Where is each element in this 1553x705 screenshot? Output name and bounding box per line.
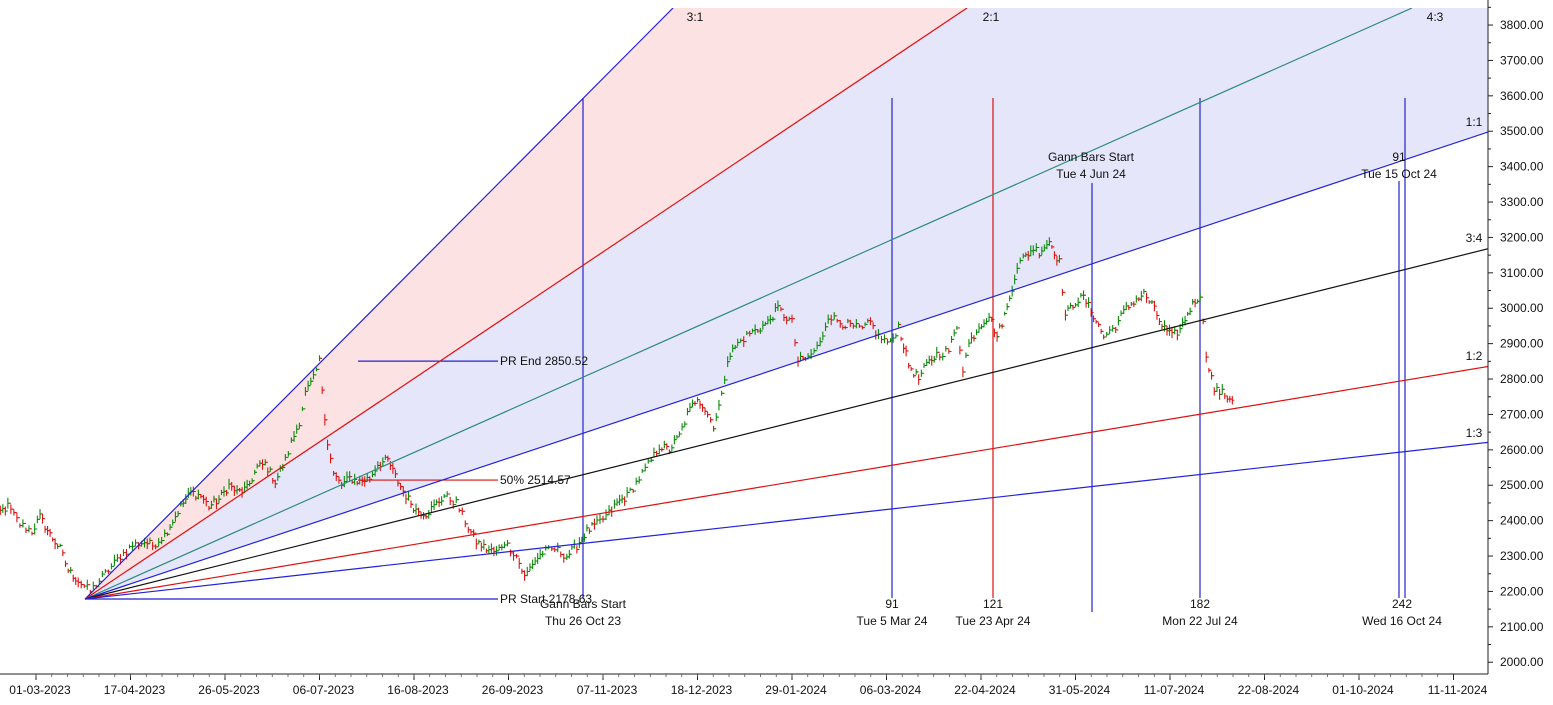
gann-start-1-label: Gann Bars Start <box>540 597 627 611</box>
x-tick-label-13: 22-08-2024 <box>1238 683 1300 697</box>
bar-91-label: 91 <box>885 597 899 611</box>
x-axis-band <box>0 675 1553 705</box>
fan-label-2: 4:3 <box>1427 10 1444 24</box>
y-tick-label-10: 3000.00 <box>1500 301 1544 315</box>
y-tick-label-11: 3100.00 <box>1500 266 1544 280</box>
gann-start-1-date: Thu 26 Oct 23 <box>545 614 621 628</box>
x-tick-label-0: 01-03-2023 <box>9 683 71 697</box>
x-tick-label-15: 11-11-2024 <box>1428 683 1488 697</box>
bar-242-label: 242 <box>1392 597 1412 611</box>
pr-end-label: PR End 2850.52 <box>500 354 588 368</box>
gann-start-2-date: Tue 4 Jun 24 <box>1056 167 1126 181</box>
y-tick-label-2: 2200.00 <box>1500 584 1544 598</box>
y-tick-label-6: 2600.00 <box>1500 443 1544 457</box>
fan-label-6: 1:3 <box>1466 426 1483 440</box>
fan-line-5 <box>84 365 1488 600</box>
x-tick-label-14: 01-10-2024 <box>1332 683 1394 697</box>
x-tick-label-12: 11-07-2024 <box>1144 683 1205 697</box>
bar-182-date: Mon 22 Jul 24 <box>1162 614 1238 628</box>
y-tick-label-1: 2100.00 <box>1500 620 1544 634</box>
bar-91b-label: 91 <box>1392 150 1406 164</box>
y-tick-label-8: 2800.00 <box>1500 372 1544 386</box>
y-tick-label-5: 2500.00 <box>1500 478 1544 492</box>
fan-label-3: 1:1 <box>1466 115 1483 129</box>
pr-start-label: PR Start 2178.63 <box>500 592 592 606</box>
fan-line-2 <box>84 8 1413 600</box>
bar-121-label: 121 <box>983 597 1003 611</box>
y-tick-label-12: 3200.00 <box>1500 230 1544 244</box>
bar-91-date: Tue 5 Mar 24 <box>857 614 928 628</box>
y-tick-label-0: 2000.00 <box>1500 655 1544 669</box>
x-tick-label-4: 16-08-2023 <box>387 683 449 697</box>
pr-mid-label: 50% 2514.57 <box>500 473 571 487</box>
x-tick-label-7: 18-12-2023 <box>671 683 733 697</box>
y-tick-label-15: 3500.00 <box>1500 124 1544 138</box>
y-tick-label-17: 3700.00 <box>1500 53 1544 67</box>
fan-label-0: 3:1 <box>687 10 704 24</box>
fan-line-1 <box>84 8 968 600</box>
bar-242-date: Wed 16 Oct 24 <box>1362 614 1442 628</box>
x-tick-label-9: 06-03-2024 <box>860 683 922 697</box>
x-tick-label-10: 22-04-2024 <box>954 683 1016 697</box>
y-tick-label-7: 2700.00 <box>1500 407 1544 421</box>
y-tick-label-14: 3400.00 <box>1500 160 1544 174</box>
bar-91b-date: Tue 15 Oct 24 <box>1361 167 1437 181</box>
fan-label-1: 2:1 <box>983 10 1000 24</box>
x-tick-label-8: 29-01-2024 <box>765 683 827 697</box>
y-tick-label-9: 2900.00 <box>1500 337 1544 351</box>
gann-start-2-label: Gann Bars Start <box>1048 150 1135 164</box>
y-tick-label-4: 2400.00 <box>1500 514 1544 528</box>
x-tick-label-1: 17-04-2023 <box>104 683 166 697</box>
x-tick-label-6: 07-11-2023 <box>577 683 638 697</box>
fan-line-4 <box>84 248 1488 600</box>
fan-label-5: 1:2 <box>1466 349 1483 363</box>
fan-sector-2to1-1to1 <box>85 8 1488 599</box>
fan-line-0 <box>84 8 674 600</box>
x-tick-label-5: 26-09-2023 <box>482 683 544 697</box>
bar-121-date: Tue 23 Apr 24 <box>956 614 1031 628</box>
x-tick-label-2: 26-05-2023 <box>198 683 260 697</box>
fan-line-3 <box>84 131 1488 600</box>
x-tick-label-11: 31-05-2024 <box>1049 683 1111 697</box>
fan-label-4: 3:4 <box>1466 231 1483 245</box>
bar-182-label: 182 <box>1190 597 1210 611</box>
y-tick-label-13: 3300.00 <box>1500 195 1544 209</box>
x-tick-label-3: 06-07-2023 <box>293 683 355 697</box>
y-tick-label-18: 3800.00 <box>1500 18 1544 32</box>
fan-line-6 <box>84 441 1488 600</box>
y-tick-label-3: 2300.00 <box>1500 549 1544 563</box>
y-tick-label-16: 3600.00 <box>1500 89 1544 103</box>
